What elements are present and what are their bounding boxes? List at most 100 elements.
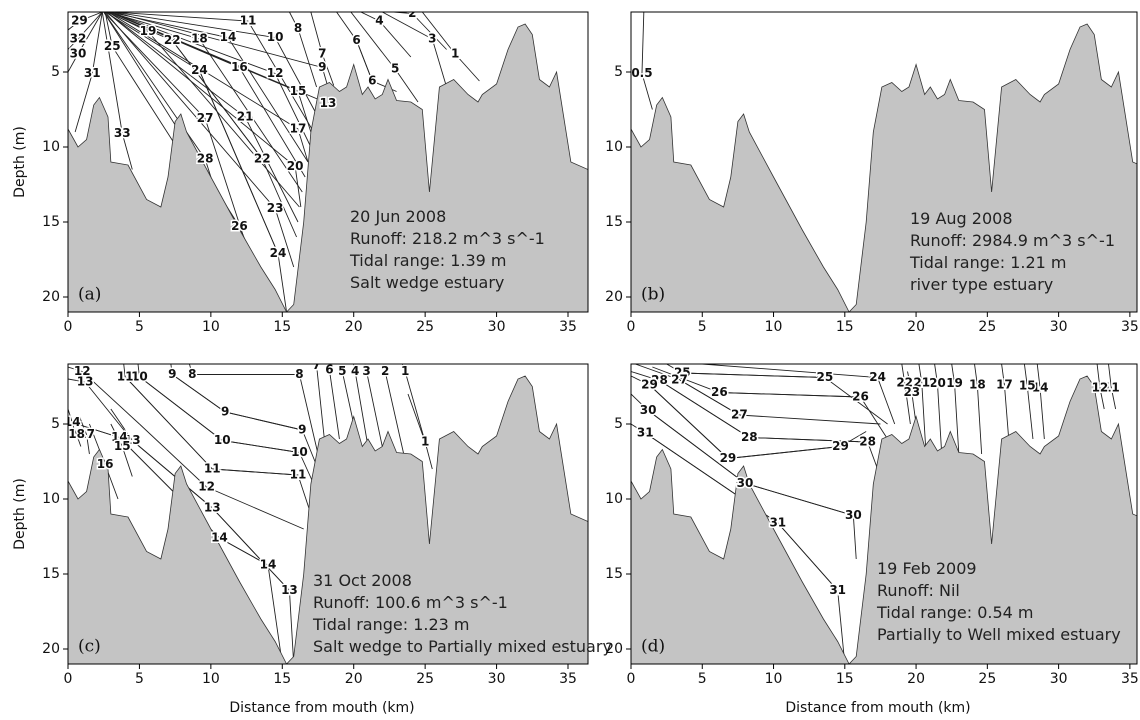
contour-line [222,440,315,485]
contour-label: 24 [191,63,208,77]
contour-line [679,379,881,425]
panel-label: (c) [78,637,101,657]
x-tick-label: 0 [627,671,636,687]
contour-label: 14 [64,415,81,429]
contour-line [113,12,319,118]
contour-label: 22 [164,33,181,47]
contour-line [107,12,309,163]
y-tick-label: 10 [42,491,60,507]
contour-line [212,468,312,515]
contour-label: 18 [68,427,85,441]
contour-label: 14 [111,430,128,444]
x-tick-label: 0 [64,319,73,335]
contour-line [199,70,288,312]
contour-label: 12 [198,480,215,494]
contour-line [79,416,90,455]
contour-line [744,482,857,560]
contour-line [104,12,295,268]
contour-label: 11 [240,14,257,28]
panel: 1234566789101112131415161718192021222223… [68,6,588,312]
bathymetry-line [631,23,1137,312]
contour-label: 10 [267,30,284,44]
contour-line [219,537,283,664]
contour-label: 9 [318,60,326,74]
y-tick-label: 5 [51,64,60,80]
contour-label: 20 [287,159,304,173]
contour-line [107,12,303,193]
plot-frame [67,11,589,313]
contour-label: 24 [270,246,287,260]
land-fill [631,24,1137,312]
contour-label: 2 [381,364,389,378]
contour-label: 10 [291,445,308,459]
plot-frame [67,363,589,665]
contour-label: 16 [97,457,114,471]
contour-label: 22 [896,375,913,389]
contour-label: 29 [71,14,88,28]
contour-label: 11 [290,468,307,482]
contour-label: 29 [720,451,737,465]
contour-label: 17 [996,378,1013,392]
annotation: Salt wedge to Partially mixed estuary [313,637,612,656]
x-tick-label: 35 [559,319,577,335]
x-tick-label: 0 [627,319,636,335]
contour-label: 31 [637,426,654,440]
y-tick-label: 15 [42,566,60,582]
contour-label: 26 [852,390,869,404]
contour-label: 18 [191,32,208,46]
y-tick-label: 20 [42,641,60,657]
contour-line [289,12,318,88]
contour-label: 15 [114,439,131,453]
contour-line [934,364,943,455]
x-tick-label: 20 [345,671,363,687]
contour-label: 31 [769,516,786,530]
land-fill [631,376,1137,664]
y-tick-label: 20 [42,289,60,305]
contour-line [749,437,879,470]
contour-label: 31 [84,66,101,80]
contour-line [918,364,927,455]
contour-label: 6 [325,363,333,377]
x-tick-label: 20 [907,319,925,335]
contour-label: 12 [267,66,284,80]
contour-label: 22 [254,152,271,166]
contour-label: 14 [1032,381,1049,395]
x-tick-label: 15 [273,671,291,687]
x-tick-label: 0 [64,671,73,687]
annotation: Tidal range: 1.39 m [349,251,507,270]
contour-label: 25 [674,366,691,380]
annotation: river type estuary [910,275,1053,294]
x-tick-label: 10 [765,319,783,335]
contour-line [360,12,412,58]
x-tick-label: 10 [765,671,783,687]
bathymetry-line [631,375,1137,664]
contour-label: 30 [845,508,862,522]
contour-label: 3 [428,32,436,46]
contour-label: 13 [204,501,221,515]
contour-label: 31 [829,583,846,597]
contour-label: 2 [408,6,416,20]
contour-label: 4 [351,364,359,378]
contour-line [1036,364,1045,440]
y-tick-label: 15 [42,214,60,230]
contour-label: 28 [651,373,668,387]
contour-label: 15 [1019,378,1036,392]
contour-label: 8 [188,367,196,381]
contour-line [1108,364,1117,410]
y-tick-label: 20 [605,289,623,305]
annotation: 19 Aug 2008 [910,209,1013,228]
contour-line [353,364,369,447]
x-tick-label: 10 [202,671,220,687]
contour-label: 12 [1092,381,1109,395]
contour-line [382,12,448,88]
contour-line [192,374,319,455]
contour-label: 16 [231,60,248,74]
contour-label: 21 [237,110,254,124]
contour-label: 5 [338,364,346,378]
x-axis-label: Distance from mouth (km) [229,700,414,716]
annotation: Salt wedge estuary [350,273,504,292]
contour-line [106,12,299,223]
x-tick-label: 25 [978,319,996,335]
y-tick-label: 10 [42,139,60,155]
